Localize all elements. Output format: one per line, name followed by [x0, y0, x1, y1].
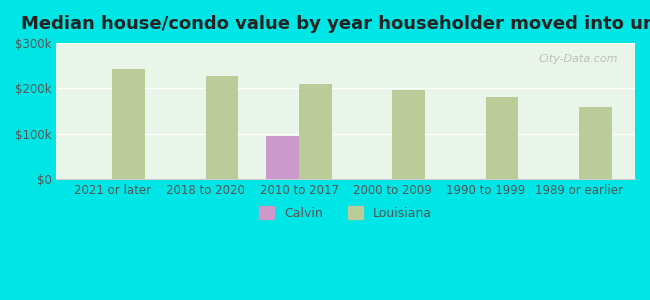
- Title: Median house/condo value by year householder moved into unit: Median house/condo value by year househo…: [21, 15, 650, 33]
- Bar: [486, 97, 518, 179]
- Bar: [266, 136, 299, 179]
- Bar: [112, 69, 145, 179]
- Bar: [579, 106, 612, 179]
- Bar: [206, 76, 239, 179]
- Text: City-Data.com: City-Data.com: [538, 54, 617, 64]
- Legend: Calvin, Louisiana: Calvin, Louisiana: [254, 202, 437, 225]
- Bar: [299, 84, 332, 179]
- Bar: [393, 90, 425, 179]
